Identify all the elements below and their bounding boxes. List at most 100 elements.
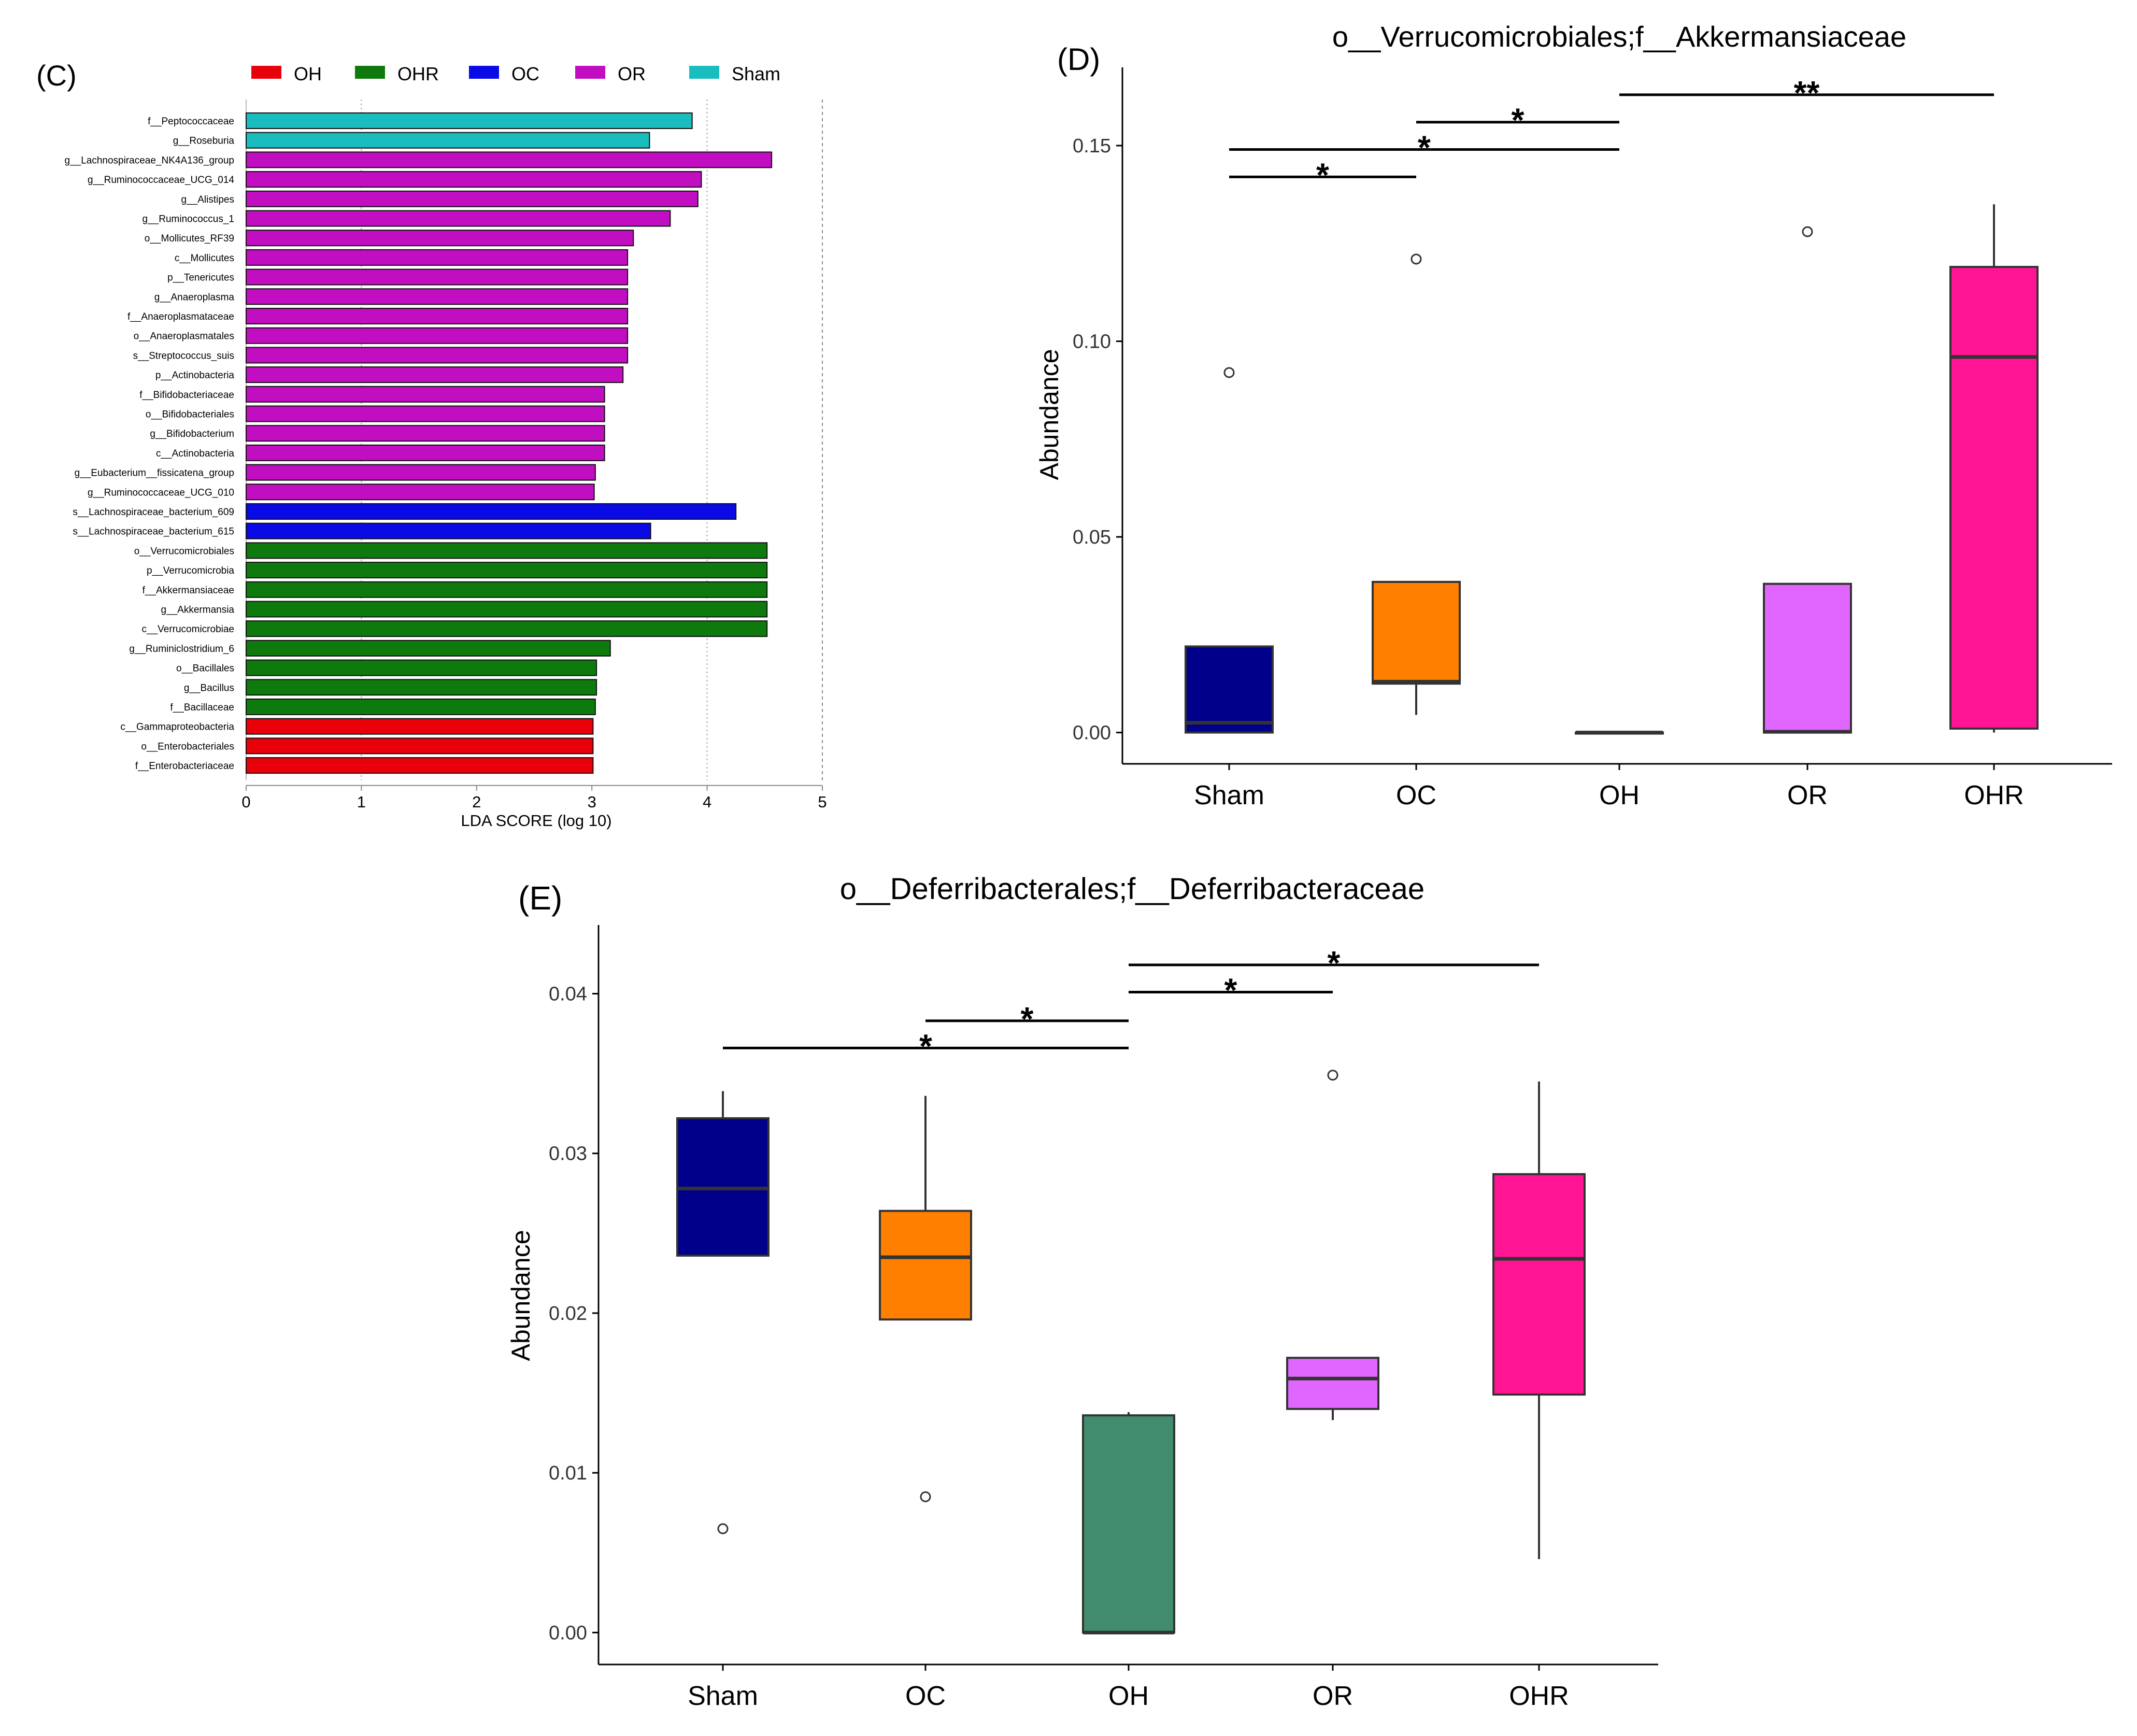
bar-f-bifidobacteriaceae (246, 386, 605, 403)
bar-label-g-eubacterium-fissicatena-group: g__Eubacterium__fissicatena_group (75, 468, 234, 479)
outlier-oc-0 (1411, 253, 1422, 265)
x-tick-label-1: 1 (357, 793, 366, 811)
panel-c-legend: OH OHR OC OR Sham (251, 63, 780, 84)
bar-g-roseburia (246, 132, 650, 149)
bar-label-g-bifidobacterium: g__Bifidobacterium (150, 429, 234, 439)
bar-f-peptococcaceae (246, 112, 693, 129)
box-or (1286, 1357, 1379, 1410)
box-ohr (1492, 1173, 1586, 1396)
bar-p-actinobacteria (246, 366, 624, 383)
box-ohr (1949, 266, 2039, 730)
panel-c-tag: (C) (36, 59, 77, 92)
bar-c-verrucomicrobiae (246, 620, 768, 637)
bar-g-eubacterium-fissicatena-group (246, 464, 596, 481)
significance-label-3: * (1316, 156, 1329, 193)
bar-label-f-enterobacteriaceae: f__Enterobacteriaceae (135, 761, 234, 772)
legend-label-oc: OC (511, 63, 539, 84)
bar-g-anaeroplasma (246, 288, 629, 305)
bar-s-streptococcus-suis (246, 347, 629, 364)
x-tick-label-sham: Sham (1194, 780, 1264, 810)
bar-label-g-roseburia: g__Roseburia (173, 136, 235, 147)
significance-label-0: ** (1794, 74, 1820, 111)
box-oc (1372, 580, 1461, 685)
bar-g-ruminiclostridium-6 (246, 639, 611, 657)
y-tick-label-1: 0.01 (549, 1462, 587, 1484)
bar-label-f-akkermansiaceae: f__Akkermansiaceae (143, 585, 234, 596)
bar-p-tenericutes (246, 268, 629, 286)
legend-label-ohr: OHR (397, 63, 439, 84)
panel-d-y-axis-label: Abundance (1035, 349, 1064, 480)
bar-label-g-anaeroplasma: g__Anaeroplasma (154, 292, 235, 303)
legend-label-sham: Sham (732, 63, 780, 84)
x-tick-label-oh: OH (1599, 780, 1640, 810)
x-tick-label-oh: OH (1108, 1681, 1149, 1711)
bar-s-lachnospiraceae-bacterium-609 (246, 503, 737, 520)
bar-g-alistipes (246, 190, 699, 207)
x-tick-label-oc: OC (1396, 780, 1436, 810)
legend-swatch-oh (251, 66, 281, 79)
bar-label-c-actinobacteria: c__Actinobacteria (156, 448, 234, 459)
panel-e-y-axis-label: Abundance (506, 1230, 535, 1361)
panel-e-plot-area: 0.00 0.01 0.02 0.03 0.04 Sham OC OH OR OHR * * * * (549, 925, 1658, 1711)
bar-label-s-streptococcus-suis: s__Streptococcus_suis (133, 350, 234, 361)
bar-label-g-bacillus: g__Bacillus (184, 682, 234, 693)
bar-label-f-peptococcaceae: f__Peptococcaceae (148, 116, 234, 127)
panel-c-bar-labels: f__Peptococcaceae g__Roseburia g__Lachnosp… (65, 116, 235, 772)
significance-label-1: * (1512, 102, 1525, 139)
y-tick-label-1: 0.05 (1073, 527, 1111, 548)
panel-c-x-axis: 0 1 2 3 4 5 (241, 785, 827, 811)
bar-label-g-ruminiclostridium-6: g__Ruminiclostridium_6 (129, 644, 234, 654)
bar-p-verrucomicrobia (246, 562, 768, 579)
bar-g-ruminococcaceae-ucg-010 (246, 483, 595, 501)
panel-e-boxplot: (E) o__Deferribacterales;f__Deferribacte… (506, 872, 1658, 1711)
bar-label-s-lachnospiraceae-bacterium-615: s__Lachnospiraceae_bacterium_615 (73, 527, 234, 537)
panel-c-lda-chart: (C) OH OHR OC OR Sham f__Peptococcaceae g__Ro… (36, 59, 827, 830)
box-oc (879, 1209, 972, 1321)
bar-label-o-bifidobacteriales: o__Bifidobacteriales (146, 409, 234, 420)
bar-label-g-ruminococcaceae-ucg-010: g__Ruminococcaceae_UCG_010 (88, 487, 234, 498)
significance-label-3: * (919, 1027, 932, 1064)
box-or (1763, 582, 1852, 734)
bar-o-bifidobacteriales (246, 405, 605, 422)
panel-d-boxplot: (D) o__Verrucomicrobiales;f__Akkermansia… (1035, 20, 2112, 810)
bar-o-enterobacteriales (246, 737, 594, 755)
bar-label-g-akkermansia: g__Akkermansia (161, 605, 234, 616)
bar-label-g-lachnospiraceae-nk4a136-group: g__Lachnospiraceae_NK4A136_group (65, 155, 234, 166)
panel-c-x-axis-label: LDA SCORE (log 10) (461, 812, 611, 830)
x-tick-label-0: 0 (241, 793, 250, 811)
bar-label-o-mollicutes-rf39: o__Mollicutes_RF39 (145, 233, 234, 244)
legend-swatch-ohr (355, 66, 385, 79)
y-tick-label-2: 0.02 (549, 1303, 587, 1325)
bar-g-ruminococcaceae-ucg-014 (246, 171, 702, 188)
x-tick-label-3: 3 (588, 793, 596, 811)
bar-label-o-anaeroplasmatales: o__Anaeroplasmatales (134, 331, 234, 342)
bar-f-anaeroplasmataceae (246, 308, 629, 324)
y-tick-label-4: 0.04 (549, 984, 587, 1005)
x-tick-label-2: 2 (472, 793, 481, 811)
bar-f-enterobacteriaceae (246, 757, 594, 774)
bar-g-lachnospiraceae-nk4a136-group (246, 151, 773, 168)
x-tick-label-or: OR (1313, 1681, 1353, 1711)
significance-label-1: * (1224, 971, 1237, 1008)
significance-label-2: * (1021, 1000, 1034, 1037)
outlier-oc-0 (920, 1491, 931, 1502)
x-tick-label-sham: Sham (688, 1681, 758, 1711)
panel-e-title: o__Deferribacterales;f__Deferribacterace… (840, 872, 1424, 906)
bar-label-f-bacillaceae: f__Bacillaceae (170, 702, 234, 713)
legend-swatch-or (575, 66, 605, 79)
legend-swatch-sham (689, 66, 719, 79)
bar-label-s-lachnospiraceae-bacterium-609: s__Lachnospiraceae_bacterium_609 (73, 507, 234, 518)
y-tick-label-3: 0.15 (1073, 135, 1111, 157)
bar-label-c-gammaproteobacteria: c__Gammaproteobacteria (120, 722, 234, 733)
outlier-sham-0 (1223, 367, 1235, 378)
bar-g-akkermansia (246, 601, 768, 618)
panel-e-tag: (E) (518, 879, 562, 917)
bar-label-p-actinobacteria: p__Actinobacteria (155, 370, 235, 381)
y-tick-label-3: 0.03 (549, 1143, 587, 1165)
bar-g-ruminococcus-1 (246, 210, 671, 227)
bar-s-lachnospiraceae-bacterium-615 (246, 522, 651, 539)
legend-swatch-oc (469, 66, 499, 79)
bar-o-verrucomicrobiales (246, 542, 768, 559)
bar-c-mollicutes (246, 249, 629, 266)
